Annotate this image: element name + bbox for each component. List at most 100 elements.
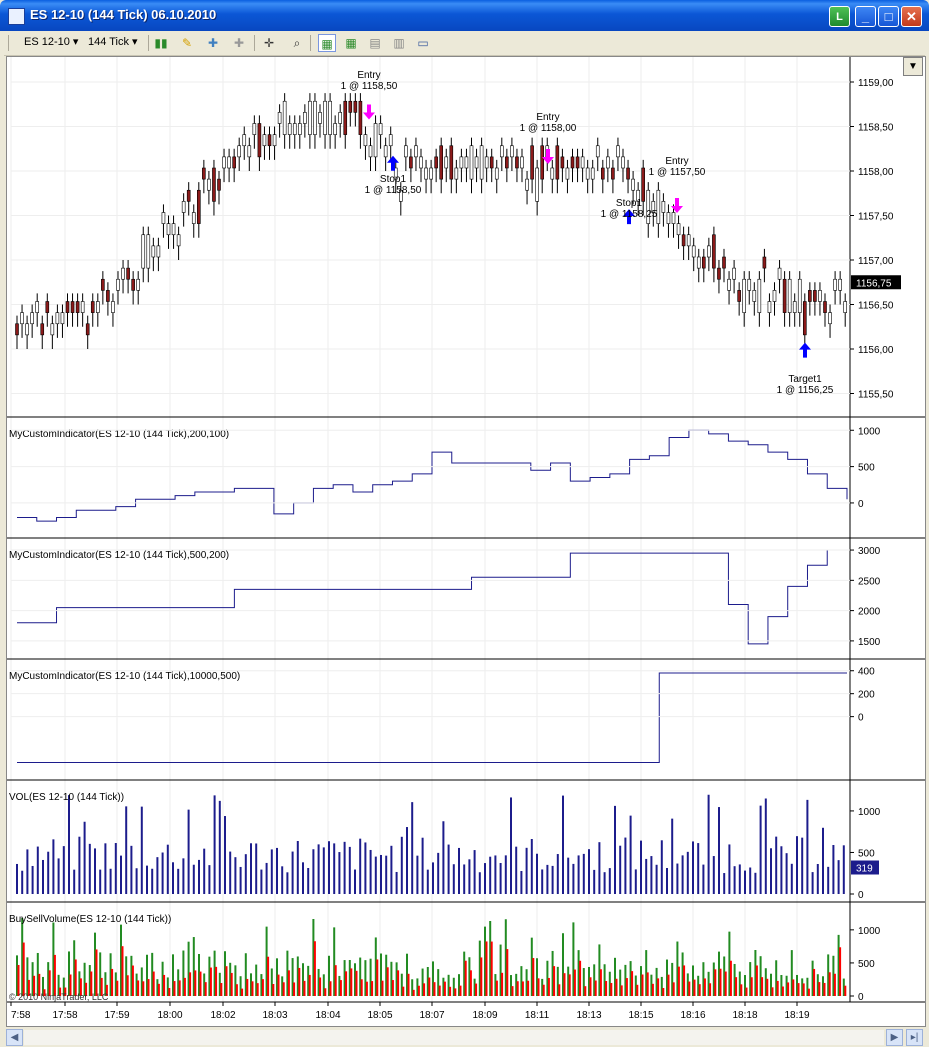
price-bar-body [197, 189, 201, 224]
price-bar-body [828, 312, 832, 325]
price-bar-body [585, 167, 590, 180]
price-bar-body [555, 145, 560, 180]
price-bar-body [429, 167, 433, 180]
properties-icon[interactable]: ▥ [393, 36, 405, 50]
indicator-icon[interactable]: ✚ [207, 36, 219, 50]
entry-arrow-icon [671, 197, 683, 213]
price-bar-body [404, 145, 408, 158]
price-bar-body [530, 145, 534, 180]
time-tick-label: 18:09 [472, 1010, 497, 1021]
price-bar-body [611, 167, 615, 180]
marker-price: 1 @ 1158,25 [601, 209, 658, 220]
price-bar-body [60, 312, 65, 325]
drawing-pencil-icon[interactable]: ✎ [181, 36, 193, 50]
price-bar-body [570, 156, 575, 169]
zoom-icon[interactable]: ⌕ [293, 36, 301, 50]
price-bar-body [308, 100, 312, 135]
price-bar-body [232, 156, 236, 169]
price-bar-body [282, 100, 287, 135]
price-bar-body [191, 212, 196, 224]
time-tick-label: 18:18 [732, 1010, 757, 1021]
chart-canvas[interactable]: 1159,00 1158,50 1158,00 1157,50 1157,00 1156,… [7, 57, 925, 1026]
price-bar-body [70, 301, 75, 313]
axis-tick-label: 1500 [858, 637, 881, 648]
title-bar[interactable]: ES 12-10 (144 Tick) 06.10.2010 L _ □ ✕ [0, 0, 929, 31]
marker-price: 1 @ 1158,50 [365, 185, 422, 196]
price-bar-body [171, 223, 176, 236]
price-bar-body [499, 145, 504, 158]
price-bar-body [333, 123, 337, 135]
time-tick-label: 17:59 [104, 1010, 129, 1021]
price-bar-body [409, 156, 413, 169]
bars-type-icon[interactable]: ▮▮ [154, 36, 168, 50]
price-bar-body [262, 134, 267, 147]
scroll-right-button[interactable]: ▶ [886, 1029, 903, 1046]
price-bar-body [747, 278, 752, 291]
price-bar-body [146, 234, 151, 269]
price-bar-body [707, 245, 711, 258]
axis-tick-label: 200 [858, 690, 875, 701]
price-bar-body [732, 267, 736, 280]
maximize-button[interactable]: □ [878, 6, 899, 27]
price-bar-body [363, 134, 368, 147]
grid-icon[interactable]: ▤ [369, 36, 381, 50]
price-bar-body [75, 301, 80, 313]
crosshair-icon[interactable]: ✛ [263, 36, 275, 50]
toolbar-separator [310, 35, 311, 51]
close-button[interactable]: ✕ [901, 6, 922, 27]
price-bar-body [606, 156, 610, 169]
strategy-icon[interactable]: ✚ [233, 36, 245, 50]
interval-selector[interactable]: 144 Tick ▾ [88, 36, 138, 48]
price-bar-body [116, 278, 120, 291]
price-bar-body [111, 301, 115, 313]
data-box-icon[interactable]: ▦ [318, 34, 336, 52]
chart-area[interactable]: 1159,00 1158,50 1158,00 1157,50 1157,00 1156,… [6, 56, 926, 1027]
axis-tick-label: 500 [858, 848, 875, 859]
scroll-track[interactable] [24, 1030, 884, 1045]
price-bar-body [550, 167, 555, 180]
price-bar-body [636, 189, 640, 202]
live-button[interactable]: L [829, 6, 850, 27]
price-bar-body [328, 100, 332, 135]
horizontal-scrollbar[interactable]: ◀ ▶ ▸| [0, 1027, 929, 1047]
toolbar-grip [8, 35, 9, 51]
price-bar-body [757, 278, 762, 313]
last-volume-label: 319 [856, 863, 873, 874]
price-bar-body [590, 167, 595, 180]
price-tick-label: 1156,00 [858, 345, 894, 356]
price-bar-body [313, 100, 317, 135]
price-bar-body [580, 156, 585, 169]
price-bar-body [247, 145, 252, 158]
exit-arrow-icon [387, 155, 399, 171]
price-bar-body [181, 201, 186, 213]
window-title: ES 12-10 (144 Tick) 06.10.2010 [30, 7, 217, 22]
price-bar-body [782, 278, 787, 313]
minimize-button[interactable]: _ [855, 6, 876, 27]
last-volume-flag [851, 860, 879, 875]
price-bar-body [813, 290, 817, 302]
price-bar-body [843, 301, 848, 313]
instrument-selector[interactable]: ES 12-10 ▾ [24, 36, 79, 48]
price-bar-body [424, 167, 428, 180]
axis-tick-label: 1000 [858, 426, 881, 437]
price-bar-body [792, 301, 797, 313]
price-tick-label: 1155,50 [858, 390, 894, 401]
price-bar-body [727, 278, 731, 291]
price-bar-body [818, 290, 822, 302]
price-bar-body [156, 245, 161, 258]
time-tick-label: 18:00 [157, 1010, 182, 1021]
price-bar-body [65, 301, 70, 313]
scroll-left-button[interactable]: ◀ [6, 1029, 23, 1046]
axis-tick-label: 500 [858, 463, 875, 474]
window-linking-icon[interactable]: ▭ [417, 36, 429, 50]
axis-tick-label: 400 [858, 667, 875, 678]
price-bar-body [656, 189, 661, 224]
axis-tick-label: 0 [858, 499, 864, 510]
panel-label: BuySellVolume(ES 12-10 (144 Tick)) [9, 914, 171, 925]
chart-menu-dropdown[interactable]: ▼ [903, 57, 923, 76]
chart-style-icon[interactable]: ▦ [345, 36, 357, 50]
price-bar-body [701, 256, 706, 269]
scroll-end-button[interactable]: ▸| [906, 1029, 923, 1046]
price-bar-body [631, 178, 635, 191]
